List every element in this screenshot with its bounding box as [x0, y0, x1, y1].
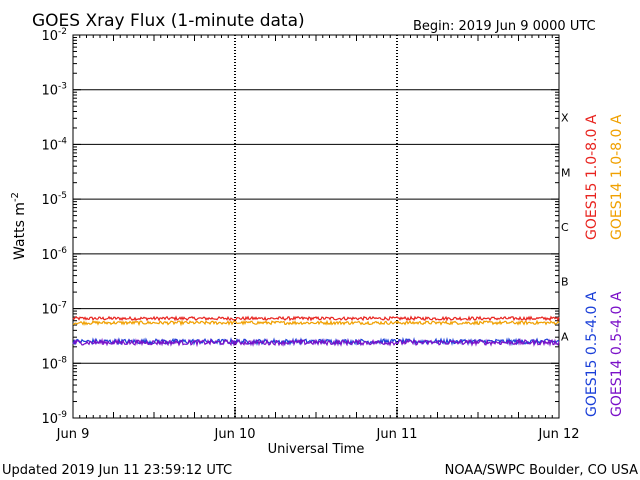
y-tick-base: 10 — [41, 138, 58, 153]
y-tick-exponent: -3 — [58, 82, 67, 92]
x-tick-label: Jun 12 — [538, 427, 580, 442]
flare-class-label: C — [561, 221, 569, 234]
plot-frame — [72, 34, 560, 419]
y-tick-exponent: -5 — [58, 191, 67, 201]
y-tick-label: 10-9 — [41, 410, 67, 427]
y-axis-label-text: Watts m — [12, 202, 28, 260]
y-tick-exponent: -8 — [58, 355, 67, 365]
x-axis-ticks: Jun 9 Jun 10 Jun 11 Jun 12 — [56, 35, 580, 442]
grid-lines — [73, 89, 559, 364]
y-tick-base: 10 — [41, 193, 58, 208]
y-tick-base: 10 — [41, 303, 58, 318]
series-line — [72, 315, 560, 322]
flare-class-labels: X M C B A — [561, 112, 571, 344]
legend-entry: GOES15 1.0-8.0 A — [584, 114, 600, 240]
y-tick-label: 10-4 — [41, 136, 67, 153]
y-tick-exponent: -7 — [58, 301, 67, 311]
updated-time: Updated 2019 Jun 11 23:59:12 UTC — [2, 463, 232, 478]
credit: NOAA/SWPC Boulder, CO USA — [445, 463, 638, 478]
x-axis-label: Universal Time — [268, 442, 365, 457]
legend: GOES15 1.0-8.0 A GOES14 1.0-8.0 A GOES15 0… — [584, 114, 625, 417]
x-tick-label: Jun 9 — [56, 427, 90, 442]
flare-class-label: B — [561, 276, 569, 289]
y-tick-exponent: -4 — [58, 136, 67, 146]
y-tick-base: 10 — [41, 412, 58, 427]
chart-title: GOES Xray Flux (1-minute data) — [32, 11, 305, 31]
y-axis-label: Watts m-2 — [10, 192, 28, 260]
y-tick-exponent: -9 — [58, 410, 67, 420]
flare-class-label: M — [561, 166, 571, 179]
y-tick-base: 10 — [41, 84, 58, 99]
series-line — [72, 336, 560, 347]
flare-class-label: X — [561, 112, 569, 125]
begin-time: Begin: 2019 Jun 9 0000 UTC — [413, 19, 596, 34]
y-tick-base: 10 — [41, 29, 58, 44]
series-line — [72, 319, 560, 327]
legend-entry: GOES14 1.0-8.0 A — [609, 114, 625, 240]
y-axis-label-exponent: -2 — [10, 192, 21, 202]
day-divider-lines — [234, 35, 398, 418]
x-tick-label: Jun 11 — [376, 427, 418, 442]
y-tick-label: 10-8 — [41, 355, 67, 372]
legend-entry: GOES15 0.5-4.0 A — [584, 291, 600, 417]
y-tick-exponent: -2 — [58, 27, 67, 37]
y-tick-base: 10 — [41, 357, 58, 372]
legend-entry: GOES14 0.5-4.0 A — [609, 291, 625, 417]
y-tick-label: 10-6 — [41, 246, 67, 263]
flare-class-label: A — [561, 330, 569, 343]
y-tick-base: 10 — [41, 248, 58, 263]
y-tick-label: 10-3 — [41, 82, 67, 99]
data-series — [72, 315, 560, 348]
series-line — [72, 337, 560, 348]
y-tick-exponent: -6 — [58, 246, 67, 256]
y-axis-ticks: 10-210-310-410-510-610-710-810-9 — [41, 27, 559, 427]
y-tick-label: 10-7 — [41, 301, 67, 318]
y-tick-label: 10-5 — [41, 191, 67, 208]
x-tick-label: Jun 10 — [214, 427, 256, 442]
y-tick-label: 10-2 — [41, 27, 67, 44]
